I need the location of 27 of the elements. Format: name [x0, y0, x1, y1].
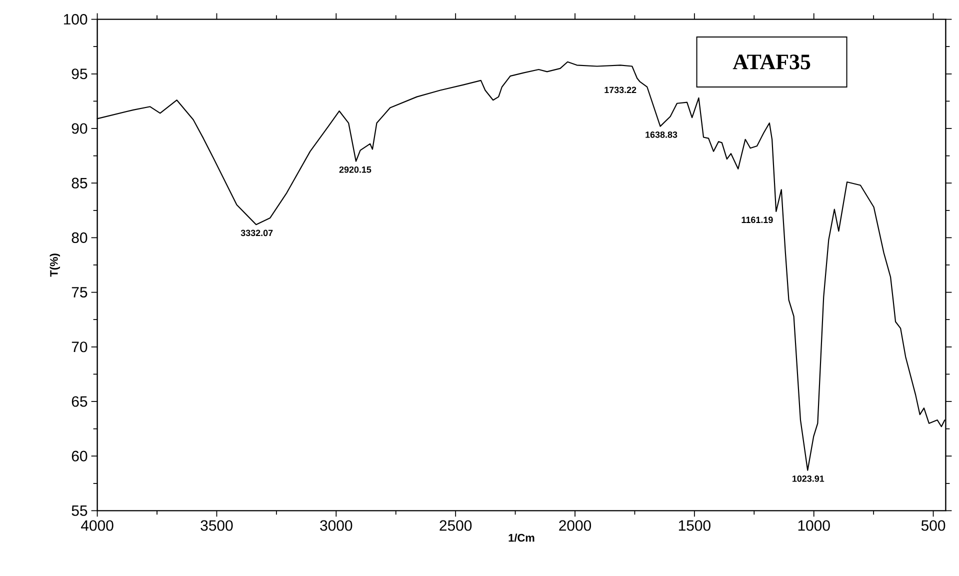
y-axis-title: T(%): [50, 254, 60, 277]
annotation: 2920.15: [339, 166, 372, 173]
annotation: 1161.19: [742, 216, 773, 224]
y-tick-label: 85: [72, 178, 88, 188]
y-tick-label: 70: [72, 342, 88, 352]
x-tick-label: 3500: [200, 520, 233, 531]
y-tick-label: 65: [72, 396, 88, 407]
x-tick-label: 4000: [81, 520, 114, 531]
x-tick-label: 1500: [678, 520, 710, 531]
y-tick-label: 80: [72, 232, 88, 243]
annotation: 1638.83: [646, 132, 678, 138]
y-tick-label: 60: [72, 450, 88, 462]
y-tick-label: 55: [72, 505, 88, 516]
x-tick-label: 3000: [320, 520, 352, 531]
y-tick-label: 100: [64, 14, 88, 25]
annotation: 3332.07: [240, 230, 273, 236]
y-tick-label: 90: [72, 123, 88, 134]
text: ATAF35: [732, 54, 810, 70]
x-axis-title: 1/Cm: [508, 534, 534, 542]
y-tick-label: 75: [72, 287, 88, 298]
annotation: 1733.22: [604, 86, 636, 94]
x-tick-label: 2500: [440, 520, 472, 531]
y-tick-label: 95: [72, 68, 88, 80]
x-tick-label: 1000: [798, 520, 830, 531]
x-tick-label: 500: [921, 520, 946, 531]
x-tick-label: 2000: [559, 520, 592, 531]
annotation: 1023.91: [792, 475, 824, 482]
